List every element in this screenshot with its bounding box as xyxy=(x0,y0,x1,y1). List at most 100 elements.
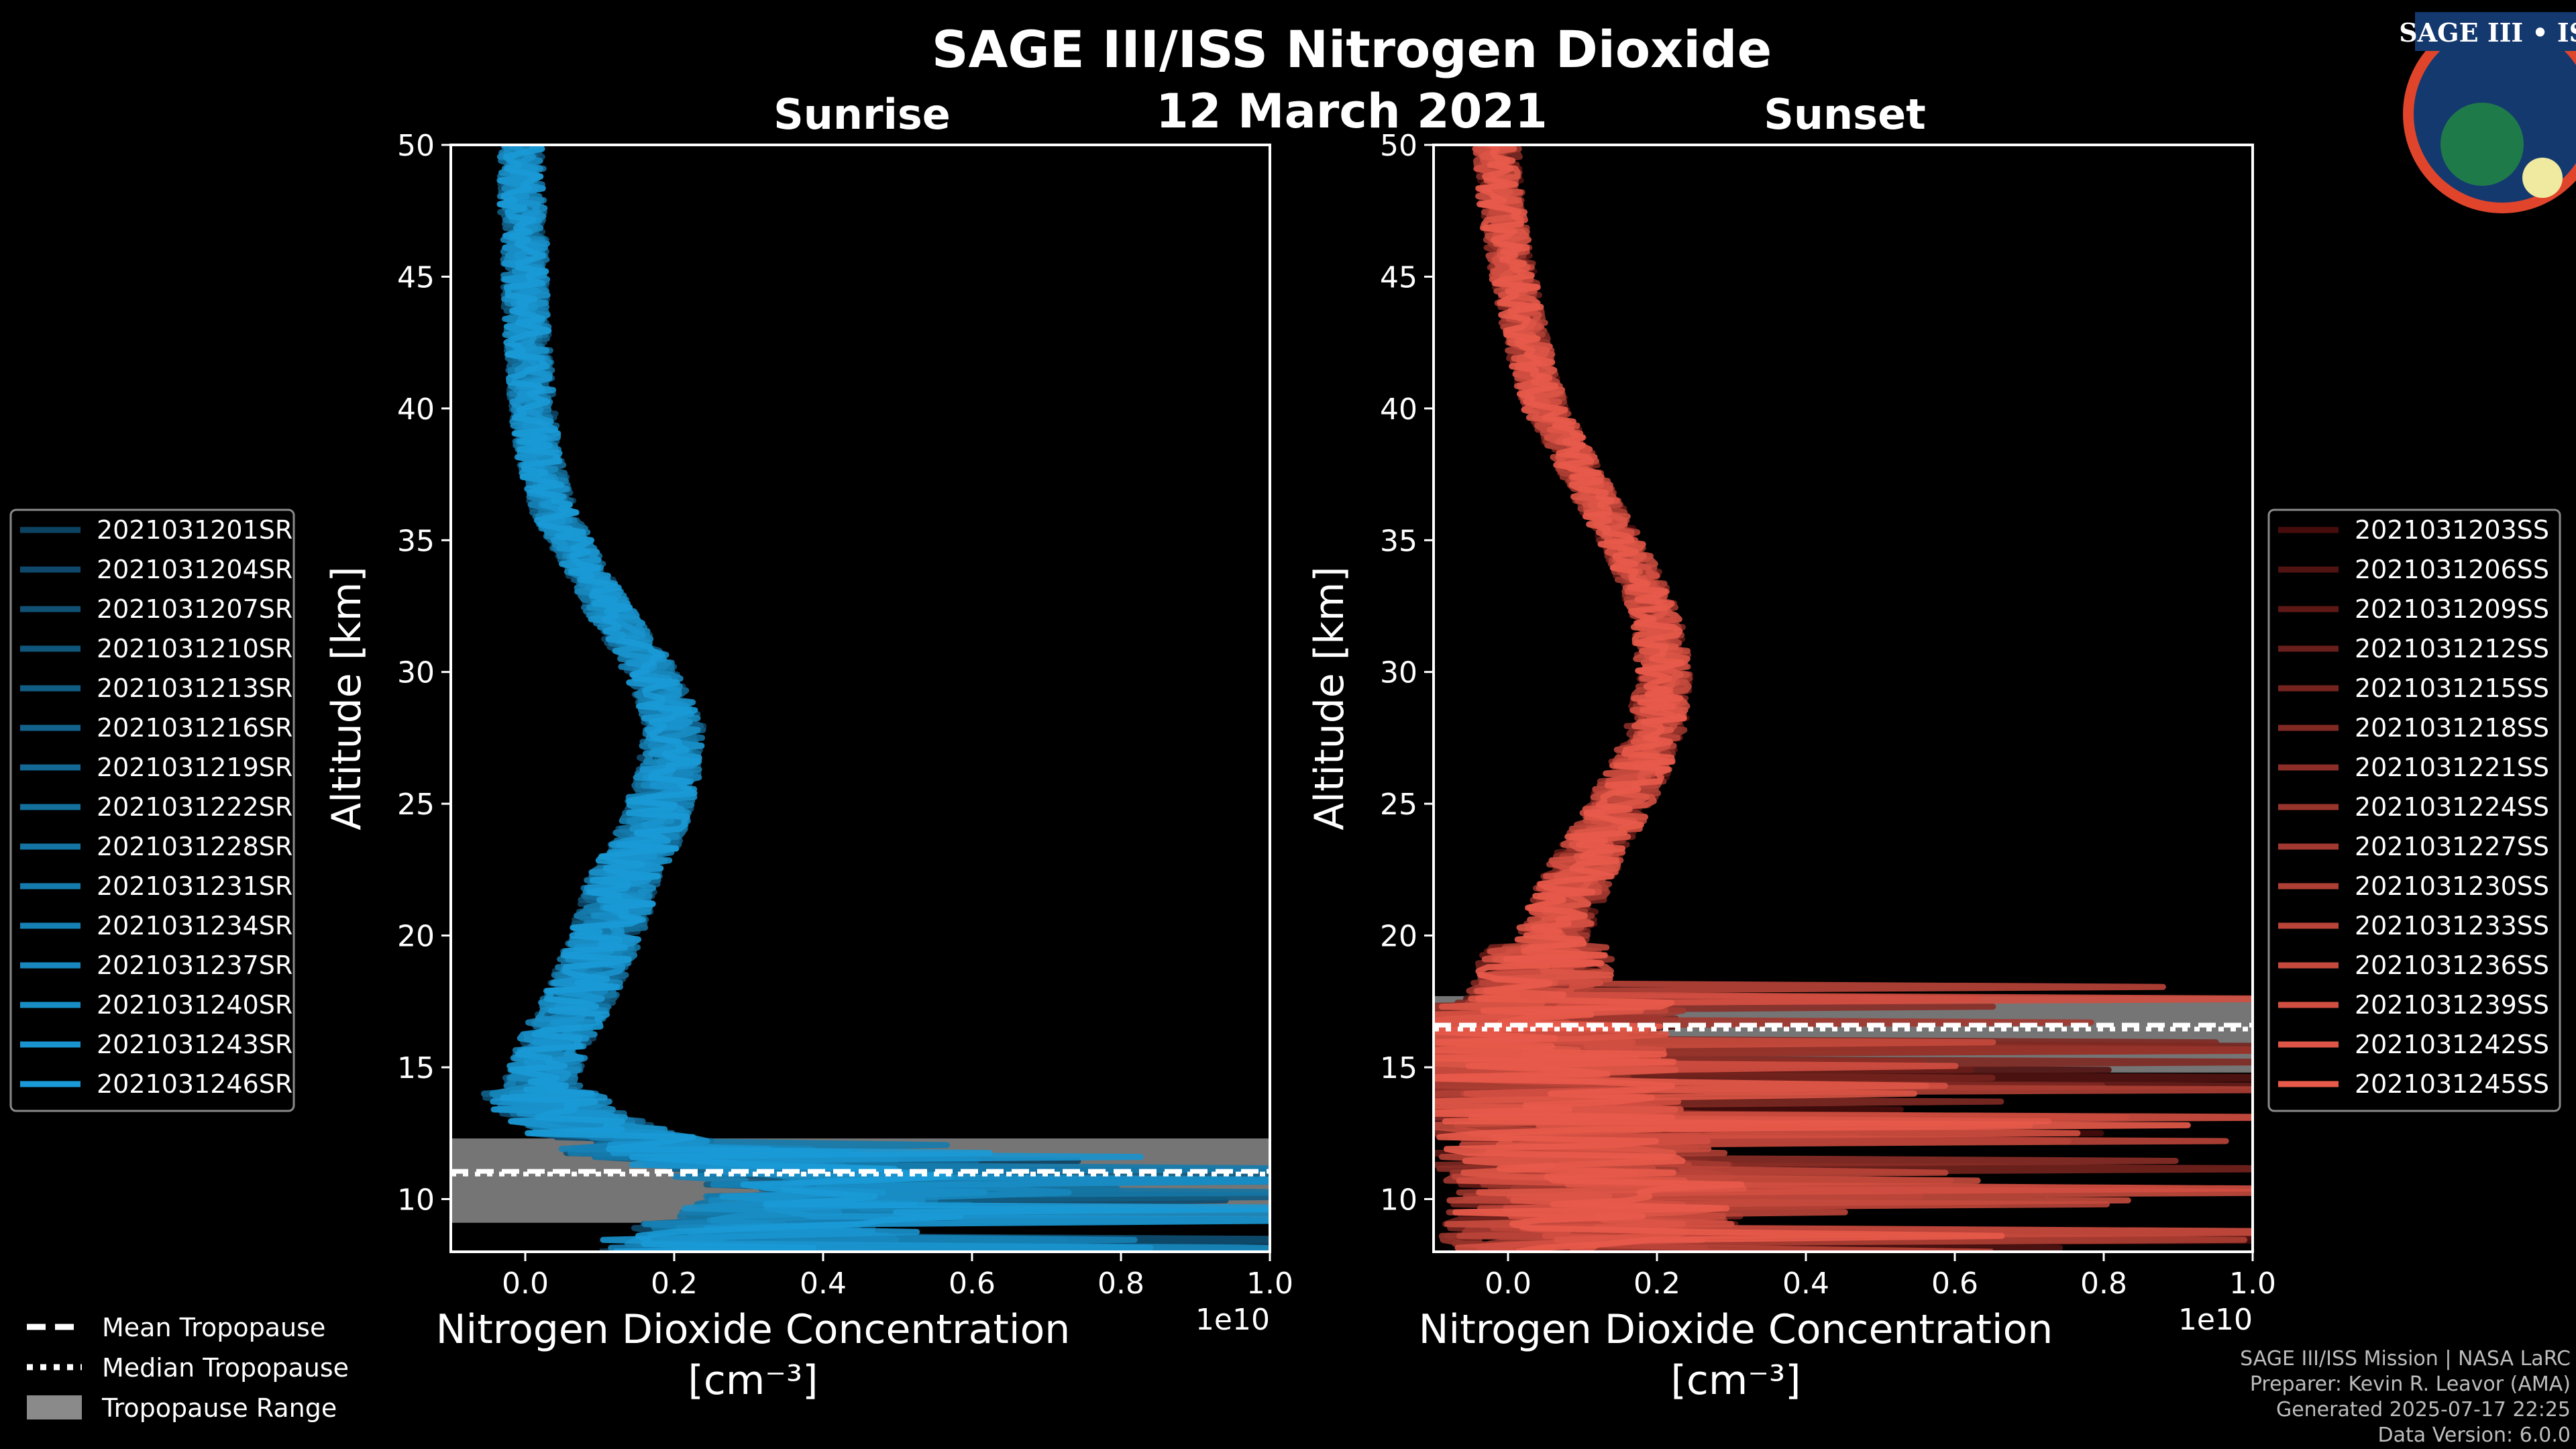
footer-preparer: Preparer: Kevin R. Leavor (AMA) xyxy=(2250,1373,2571,1396)
sunset-x-scale-label: 1e10 xyxy=(2178,1303,2253,1337)
sunrise-ytick-label-3: 25 xyxy=(397,788,435,822)
sunrise-legend-label-13: 2021031243SR xyxy=(97,1030,292,1059)
sunrise-legend: 2021031201SR 2021031204SR 2021031207SR 2021… xyxy=(9,508,295,1112)
sunset-ytick-label-4: 30 xyxy=(1380,656,1417,690)
sunset-legend-label-9: 2021031230SS xyxy=(2355,871,2549,901)
sunrise-legend-label-14: 2021031246SR xyxy=(97,1069,292,1099)
sunrise-legend-label-4: 2021031213SR xyxy=(97,674,292,703)
chart-date: 12 March 2021 xyxy=(1156,84,1548,139)
sunrise-legend-frame xyxy=(9,508,295,1112)
sunset-legend-label-11: 2021031236SS xyxy=(2355,951,2549,980)
panel-title-sunset: Sunset xyxy=(1764,90,1926,139)
sunset-ytick-label-6: 40 xyxy=(1380,392,1417,427)
sunset-ytick-label-2: 20 xyxy=(1380,920,1417,954)
sunrise-legend-label-9: 2021031231SR xyxy=(97,871,292,901)
sunrise-xtick-label-5: 1.0 xyxy=(1246,1267,1293,1301)
sunset-xtick-label-4: 0.8 xyxy=(2080,1267,2127,1301)
sunset-legend-label-3: 2021031212SS xyxy=(2355,634,2549,663)
sunset-ytick-label-7: 45 xyxy=(1380,260,1417,294)
sunrise-ytick-label-4: 30 xyxy=(397,656,435,690)
sunrise-legend-label-11: 2021031237SR xyxy=(97,951,292,980)
sunset-ytick-label-3: 25 xyxy=(1380,788,1417,822)
sunrise-profile-2021031246SR xyxy=(496,145,1270,1252)
median-tropopause-label: Median Tropopause xyxy=(102,1353,349,1383)
sunrise-x-scale-label: 1e10 xyxy=(1195,1303,1270,1337)
sunset-xlabel-line1: Nitrogen Dioxide Concentration xyxy=(1419,1306,2053,1353)
sunrise-axes-frame xyxy=(449,144,1271,1253)
footer-mission: SAGE III/ISS Mission | NASA LaRC xyxy=(2240,1347,2571,1371)
sunrise-xlabel-units: [cm⁻³] xyxy=(688,1357,818,1404)
sunset-legend-label-0: 2021031203SS xyxy=(2355,515,2549,545)
sunrise-legend-label-7: 2021031222SR xyxy=(97,792,292,822)
footer-generated: Generated 2025-07-17 22:25 xyxy=(2276,1398,2571,1421)
sunset-legend-label-7: 2021031224SS xyxy=(2355,792,2549,822)
chart-title: SAGE III/ISS Nitrogen Dioxide xyxy=(932,19,1772,79)
sunrise-ylabel: Altitude [km] xyxy=(323,566,370,830)
sunset-xlabel-units: [cm⁻³] xyxy=(1671,1357,1801,1404)
sunrise-legend-label-5: 2021031216SR xyxy=(97,713,292,743)
sunset-xtick-label-2: 0.4 xyxy=(1782,1267,1829,1301)
footer-data-version: Data Version: 6.0.0 xyxy=(2378,1424,2571,1447)
sunset-xtick-label-0: 0.0 xyxy=(1485,1267,1532,1301)
logo-text: SAGE III • ISS xyxy=(2399,17,2576,48)
footer-credits: SAGE III/ISS Mission | NASA LaRC Prepare… xyxy=(2240,1347,2571,1447)
tropopause-legend: Mean Tropopause Median Tropopause Tropop… xyxy=(27,1313,349,1423)
sunset-panel: 0.0 0.2 0.4 0.6 0.8 1.0 10 15 20 25 30 35 40 45 50 Alti… xyxy=(1306,129,2276,1404)
sunset-profile-2021031245SS xyxy=(1434,145,2191,1252)
sunset-legend-label-10: 2021031233SS xyxy=(2355,911,2549,941)
sunset-legend-label-14: 2021031245SS xyxy=(2355,1069,2549,1099)
sunset-plot-area xyxy=(1434,145,2253,1252)
sunset-legend-label-12: 2021031239SS xyxy=(2355,990,2549,1020)
sunset-legend-label-5: 2021031218SS xyxy=(2355,713,2549,743)
sunrise-legend-label-0: 2021031201SR xyxy=(97,515,292,545)
sunrise-ytick-label-7: 45 xyxy=(397,260,435,294)
sunset-xtick-label-1: 0.2 xyxy=(1633,1267,1680,1301)
sunset-legend-label-6: 2021031221SS xyxy=(2355,753,2549,782)
sunrise-legend-label-12: 2021031240SR xyxy=(97,990,292,1020)
sunrise-ytick-label-6: 40 xyxy=(397,392,435,427)
sunrise-xtick-label-2: 0.4 xyxy=(800,1267,847,1301)
sunset-legend: 2021031203SS 2021031206SS 2021031209SS 2021… xyxy=(2267,508,2561,1112)
sunrise-ytick-label-8: 50 xyxy=(397,129,435,163)
sunrise-xtick-label-4: 0.8 xyxy=(1097,1267,1144,1301)
sunrise-xtick-label-1: 0.2 xyxy=(651,1267,698,1301)
sunrise-legend-label-6: 2021031219SR xyxy=(97,753,292,782)
tropopause-range-label: Tropopause Range xyxy=(101,1393,337,1423)
sunrise-ytick-label-2: 20 xyxy=(397,920,435,954)
sunrise-xtick-label-0: 0.0 xyxy=(502,1267,549,1301)
tropopause-range-swatch xyxy=(27,1395,82,1419)
sunset-ytick-label-5: 35 xyxy=(1380,524,1417,558)
sunrise-legend-label-1: 2021031204SR xyxy=(97,555,292,584)
sunset-ylabel: Altitude [km] xyxy=(1306,566,1353,830)
sunset-ytick-label-8: 50 xyxy=(1380,129,1417,163)
sunset-legend-label-1: 2021031206SS xyxy=(2355,555,2549,584)
sunset-ytick-label-0: 10 xyxy=(1380,1183,1417,1217)
sunrise-legend-label-10: 2021031234SR xyxy=(97,911,292,941)
sunrise-ytick-label-5: 35 xyxy=(397,524,435,558)
sunset-legend-label-13: 2021031242SS xyxy=(2355,1030,2549,1059)
sunrise-xlabel-line1: Nitrogen Dioxide Concentration xyxy=(436,1306,1071,1353)
logo-banner xyxy=(2415,12,2576,51)
sunset-ytick-label-1: 15 xyxy=(1380,1051,1417,1085)
sunrise-legend-label-2: 2021031207SR xyxy=(97,594,292,624)
sunrise-panel: 0.0 0.2 0.4 0.6 0.8 1.0 10 15 20 25 30 35 40 45 50 Alti… xyxy=(323,129,1293,1404)
sunrise-plot-area xyxy=(451,145,1270,1252)
sunset-legend-label-2: 2021031209SS xyxy=(2355,594,2549,624)
mean-tropopause-label: Mean Tropopause xyxy=(102,1313,325,1342)
sage-iss-logo: SAGE III • ISS xyxy=(2399,12,2576,213)
sunset-axes-frame xyxy=(1432,144,2254,1253)
sunset-legend-frame xyxy=(2267,508,2561,1112)
sunset-xtick-label-5: 1.0 xyxy=(2229,1267,2276,1301)
panel-title-sunrise: Sunrise xyxy=(773,90,951,139)
sunset-xtick-label-3: 0.6 xyxy=(1931,1267,1978,1301)
sunset-legend-label-4: 2021031215SS xyxy=(2355,674,2549,703)
sunrise-legend-label-3: 2021031210SR xyxy=(97,634,292,663)
sunset-legend-label-8: 2021031227SS xyxy=(2355,832,2549,861)
sunrise-legend-label-8: 2021031228SR xyxy=(97,832,292,861)
logo-sun xyxy=(2522,158,2563,198)
sunrise-ytick-label-1: 15 xyxy=(397,1051,435,1085)
sunrise-ytick-label-0: 10 xyxy=(397,1183,435,1217)
sunrise-xtick-label-3: 0.6 xyxy=(949,1267,996,1301)
